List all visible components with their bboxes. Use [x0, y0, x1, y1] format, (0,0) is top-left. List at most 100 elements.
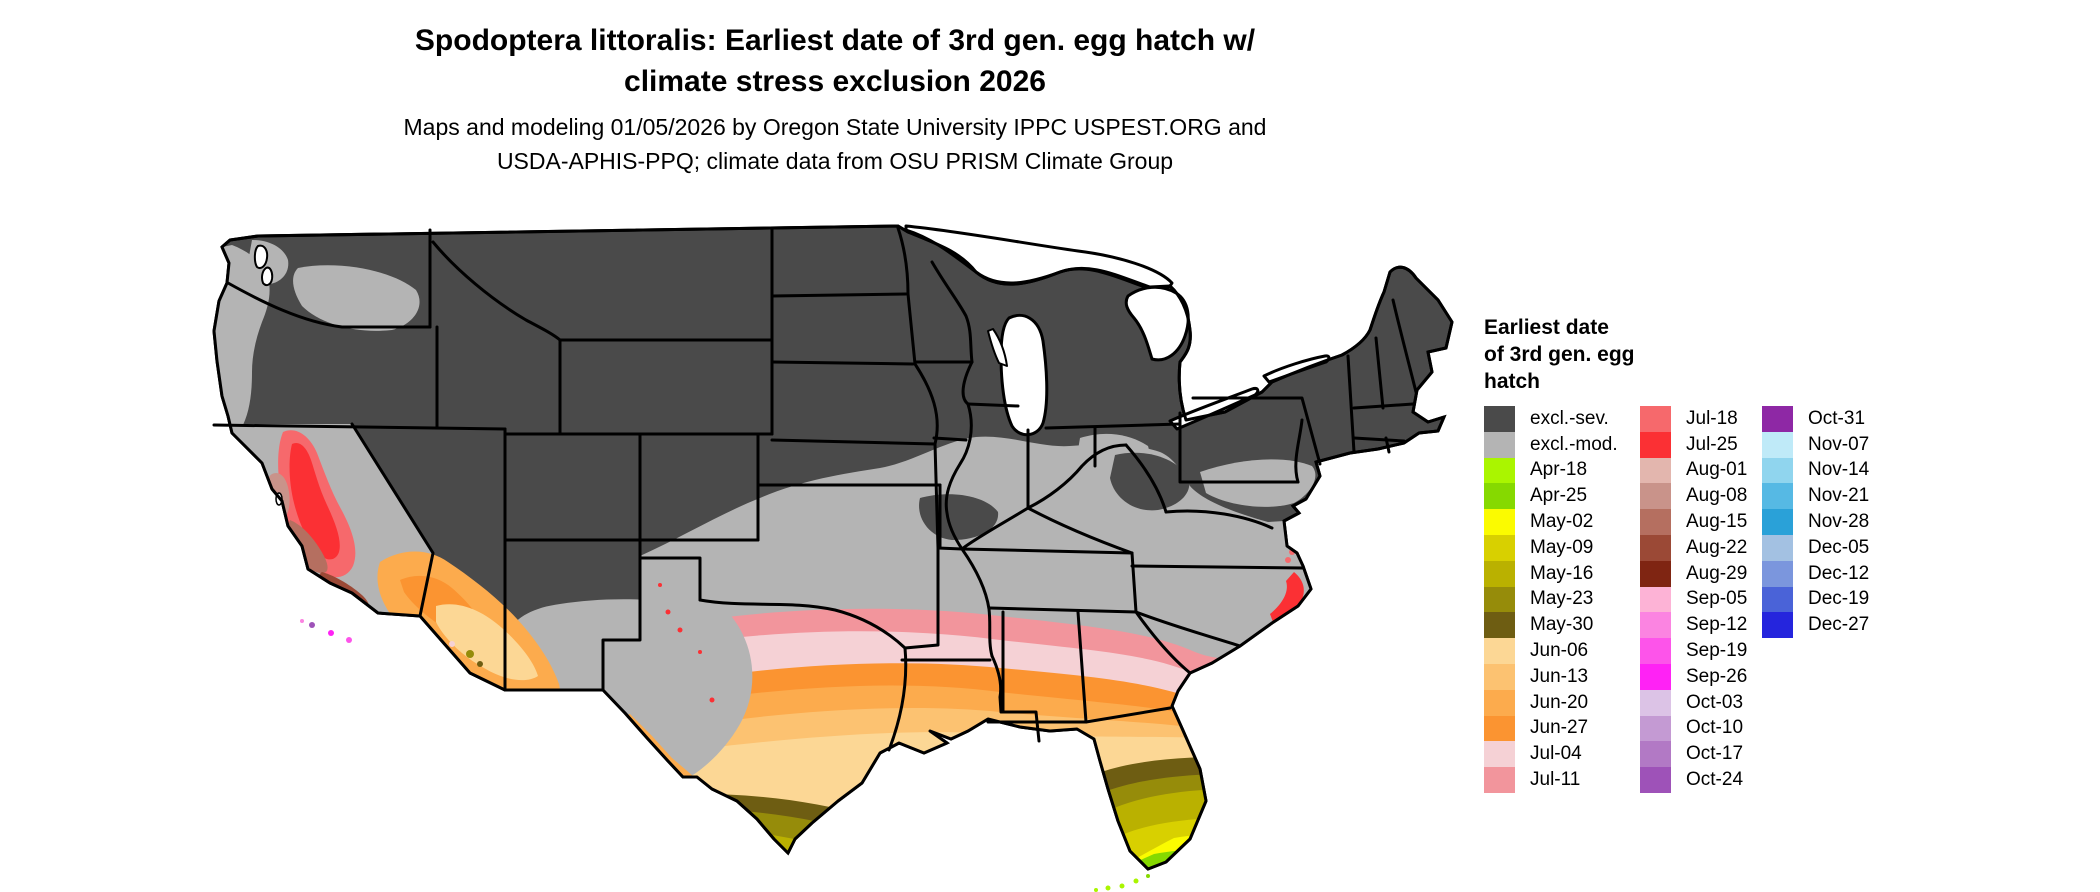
- legend-label: May-02: [1530, 511, 1594, 533]
- legend-swatch: [1640, 509, 1671, 535]
- legend-label: Jul-18: [1686, 407, 1738, 429]
- legend-label: Nov-21: [1808, 485, 1870, 507]
- legend-item: Sep-26: [1640, 663, 1748, 690]
- legend-swatch: [1484, 406, 1515, 432]
- state-borders: [212, 226, 1418, 752]
- legend-item: Aug-01: [1640, 457, 1747, 484]
- legend-item: Oct-24: [1640, 767, 1747, 793]
- map-region-west-texas-newmexico-moderate: [505, 599, 753, 778]
- lake-michigan: [999, 313, 1049, 437]
- legend-label: Jun-27: [1530, 717, 1589, 739]
- legend-label: Jun-20: [1530, 691, 1589, 713]
- legend-label: Dec-27: [1808, 614, 1870, 636]
- lake-huron: [1124, 285, 1190, 362]
- channel-islands: [300, 619, 352, 643]
- legend-swatch: [1640, 560, 1671, 587]
- legend-swatch: [1484, 689, 1515, 716]
- legend-item: Oct-03: [1640, 689, 1747, 716]
- legend-label: Jul-11: [1530, 769, 1581, 791]
- legend-swatch: [1640, 715, 1671, 742]
- legend-label: Apr-18: [1530, 459, 1588, 481]
- legend-item: May-23: [1484, 586, 1618, 613]
- legend-swatch: [1640, 689, 1671, 716]
- legend-item: Sep-19: [1640, 638, 1747, 664]
- legend-item: Jul-11: [1484, 767, 1618, 793]
- map-pecos-red-specks: [658, 583, 715, 703]
- legend-item: Jul-25: [1640, 431, 1747, 458]
- legend-swatch: [1484, 483, 1515, 510]
- legend-item: Oct-17: [1640, 741, 1747, 768]
- legend-swatch: [1640, 767, 1671, 793]
- legend-label: Nov-14: [1808, 459, 1870, 481]
- legend-item: Jun-13: [1484, 663, 1618, 690]
- legend-item: excl.-mod.: [1484, 431, 1618, 458]
- legend-label: Aug-08: [1686, 485, 1748, 507]
- legend-item: Aug-08: [1640, 483, 1748, 510]
- legend-column-1: excl.-sev. excl.-mod. Apr-18 Apr-25 May-02 Ma…: [1484, 406, 1618, 793]
- legend-column-3: Oct-31 Nov-07 Nov-14 Nov-21 Nov-28 Dec-05 Dec-…: [1762, 406, 1870, 639]
- legend-item: Nov-28: [1762, 509, 1869, 535]
- legend-item: Oct-10: [1640, 715, 1747, 742]
- legend-label: Oct-10: [1686, 717, 1744, 739]
- legend-swatch: [1762, 560, 1793, 587]
- legend-item: Nov-14: [1762, 457, 1870, 484]
- legend-swatch: [1484, 586, 1515, 613]
- legend-label: excl.-mod.: [1530, 433, 1618, 455]
- legend-label: May-16: [1530, 562, 1594, 584]
- legend-swatch: [1640, 483, 1671, 510]
- legend-item: Jul-18: [1640, 406, 1747, 432]
- legend-swatch: [1640, 457, 1671, 484]
- legend-swatch: [1762, 483, 1793, 510]
- green-bay: [987, 328, 1008, 367]
- legend-label: Dec-05: [1808, 536, 1870, 558]
- legend-item: May-09: [1484, 534, 1618, 561]
- legend-item: Dec-12: [1762, 560, 1869, 587]
- legend-label: Oct-17: [1686, 743, 1744, 765]
- map-band-may16: [560, 788, 1330, 869]
- legend-swatch: [1762, 406, 1793, 432]
- legend-item: Nov-07: [1762, 431, 1870, 458]
- legend-swatch: [1640, 534, 1671, 561]
- legend-item: Jun-20: [1484, 689, 1618, 716]
- legend-column-2: Jul-18 Jul-25 Aug-01 Aug-08 Aug-15 Aug-22 Aug-…: [1640, 406, 1747, 793]
- legend-label: Jun-06: [1530, 640, 1589, 662]
- map-band-may09: [560, 816, 1330, 869]
- map-region-central-valley-jul25: [289, 442, 340, 560]
- map-band-may23: [560, 773, 1330, 869]
- legend-swatch: [1484, 560, 1515, 587]
- legend-label: Oct-03: [1686, 691, 1744, 713]
- legend-label: Sep-26: [1686, 665, 1748, 687]
- legend-swatch: [1762, 612, 1793, 639]
- map-region-sonoran-desert-jun06: [436, 604, 538, 681]
- legend-swatch: [1640, 406, 1671, 432]
- legend-item: excl.-sev.: [1484, 406, 1618, 432]
- legend-swatch: [1484, 741, 1515, 768]
- legend-swatch: [1762, 431, 1793, 458]
- map-region-pnw-coast-moderate: [214, 245, 270, 433]
- legend-item: Jul-04: [1484, 741, 1618, 768]
- legend-item: Sep-05: [1640, 586, 1747, 613]
- legend-label: Apr-25: [1530, 485, 1588, 507]
- legend-item: Jun-27: [1484, 715, 1618, 742]
- legend-swatch: [1762, 457, 1793, 484]
- legend-item: Dec-05: [1762, 534, 1870, 561]
- page-subtitle: Maps and modeling 01/05/2026 by Oregon S…: [403, 114, 1267, 174]
- map-hatteras-jul18-speck: [1285, 557, 1291, 563]
- legend-label: Jul-04: [1530, 743, 1582, 765]
- legend-item: May-02: [1484, 509, 1618, 535]
- legend-item: Aug-15: [1640, 509, 1747, 535]
- legend-label: excl.-sev.: [1530, 407, 1609, 429]
- legend-label: Nov-07: [1808, 433, 1870, 455]
- legend-swatch: [1640, 431, 1671, 458]
- map-band-apr25: [900, 847, 1330, 869]
- legend-item: Sep-12: [1640, 612, 1747, 639]
- legend-swatch: [1484, 534, 1515, 561]
- legend-swatch: [1484, 663, 1515, 690]
- puget-sound: [253, 244, 274, 287]
- legend-item: Apr-18: [1484, 457, 1618, 484]
- legend-label: Aug-15: [1686, 511, 1748, 533]
- legend-label: Oct-31: [1808, 407, 1866, 429]
- map-region-central-washington-moderate: [293, 265, 420, 331]
- legend-item: May-30: [1484, 612, 1618, 639]
